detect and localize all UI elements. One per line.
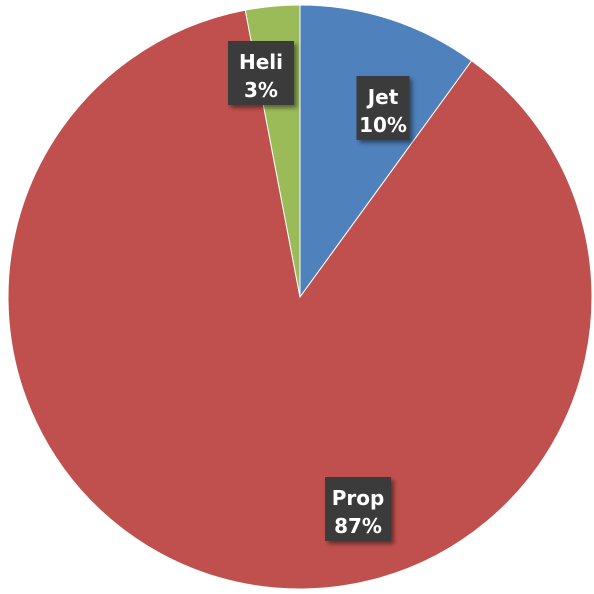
pie-slice-prop (7, 9, 593, 590)
data-label-percent: 10% (359, 113, 407, 137)
data-label-name: Jet (366, 85, 399, 109)
data-label-percent: 3% (244, 78, 278, 102)
data-label-heli: Heli 3% (228, 41, 294, 105)
data-label-box (228, 41, 294, 105)
pie-slice-jet (299, 4, 473, 299)
data-label-box (325, 477, 391, 541)
data-label-percent: 87% (334, 514, 382, 538)
data-label-prop: Prop 87% (325, 477, 391, 541)
data-label-name: Heli (239, 50, 283, 74)
data-label-box (356, 76, 410, 140)
pie-slices (7, 4, 593, 590)
pie-labels: Jet 10% Prop 87% Heli 3% (228, 41, 410, 541)
data-label-name: Prop (332, 486, 385, 510)
data-label-jet: Jet 10% (356, 76, 410, 140)
